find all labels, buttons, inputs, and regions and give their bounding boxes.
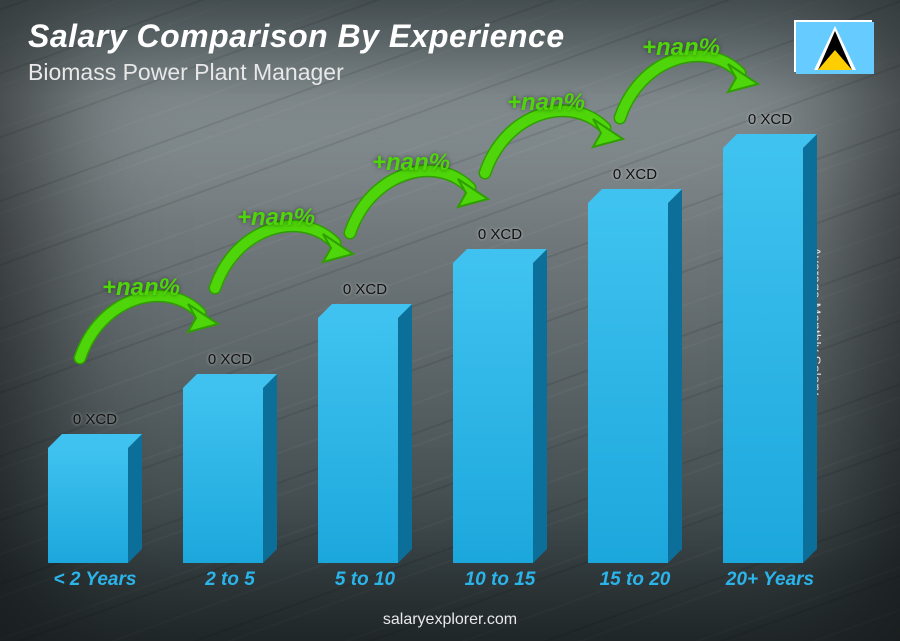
bar-category-label: 5 to 10 <box>300 569 430 591</box>
bar-top-face <box>318 304 412 318</box>
bar-value-label: 0 XCD <box>175 351 285 368</box>
bar-slot: 0 XCD15 to 20 <box>580 71 715 591</box>
bar-category-label: 15 to 20 <box>570 569 700 591</box>
bar <box>183 388 277 563</box>
bar-value-label: 0 XCD <box>580 166 690 183</box>
bar <box>48 448 142 563</box>
bar-category-label: < 2 Years <box>30 569 160 591</box>
bar-slot: 0 XCD20+ Years <box>715 71 850 591</box>
bar-side-face <box>128 434 142 563</box>
bar-side-face <box>668 189 682 563</box>
bar-side-face <box>533 249 547 563</box>
footer-site: salaryexplorer.com <box>0 611 900 629</box>
bar-top-face <box>453 249 547 263</box>
bar-front-face <box>588 203 668 563</box>
bar-slot: 0 XCD10 to 15 <box>445 71 580 591</box>
bar-top-face <box>183 374 277 388</box>
bar-category-label: 10 to 15 <box>435 569 565 591</box>
bar-front-face <box>453 263 533 563</box>
bar-front-face <box>48 448 128 563</box>
bar-category-label: 2 to 5 <box>165 569 295 591</box>
bar-front-face <box>183 388 263 563</box>
bar-value-label: 0 XCD <box>445 226 555 243</box>
bar-category-label: 20+ Years <box>705 569 835 591</box>
bar-value-label: 0 XCD <box>310 281 420 298</box>
bar-slot: 0 XCD2 to 5 <box>175 71 310 591</box>
bar-top-face <box>723 134 817 148</box>
bar-value-label: 0 XCD <box>40 411 150 428</box>
bar-side-face <box>263 374 277 563</box>
bar-side-face <box>803 134 817 563</box>
bar-value-label: 0 XCD <box>715 111 825 128</box>
bar-top-face <box>588 189 682 203</box>
bar <box>588 203 682 563</box>
title-main: Salary Comparison By Experience <box>28 18 565 55</box>
bar <box>318 318 412 563</box>
bar-slot: 0 XCD5 to 10 <box>310 71 445 591</box>
bar-slot: 0 XCD< 2 Years <box>40 71 175 591</box>
country-flag <box>794 20 872 72</box>
bar-front-face <box>318 318 398 563</box>
bar <box>723 148 817 563</box>
bar <box>453 263 547 563</box>
bar-front-face <box>723 148 803 563</box>
salary-bar-chart: 0 XCD< 2 Years0 XCD2 to 50 XCD5 to 100 X… <box>40 71 850 591</box>
bar-side-face <box>398 304 412 563</box>
bar-top-face <box>48 434 142 448</box>
